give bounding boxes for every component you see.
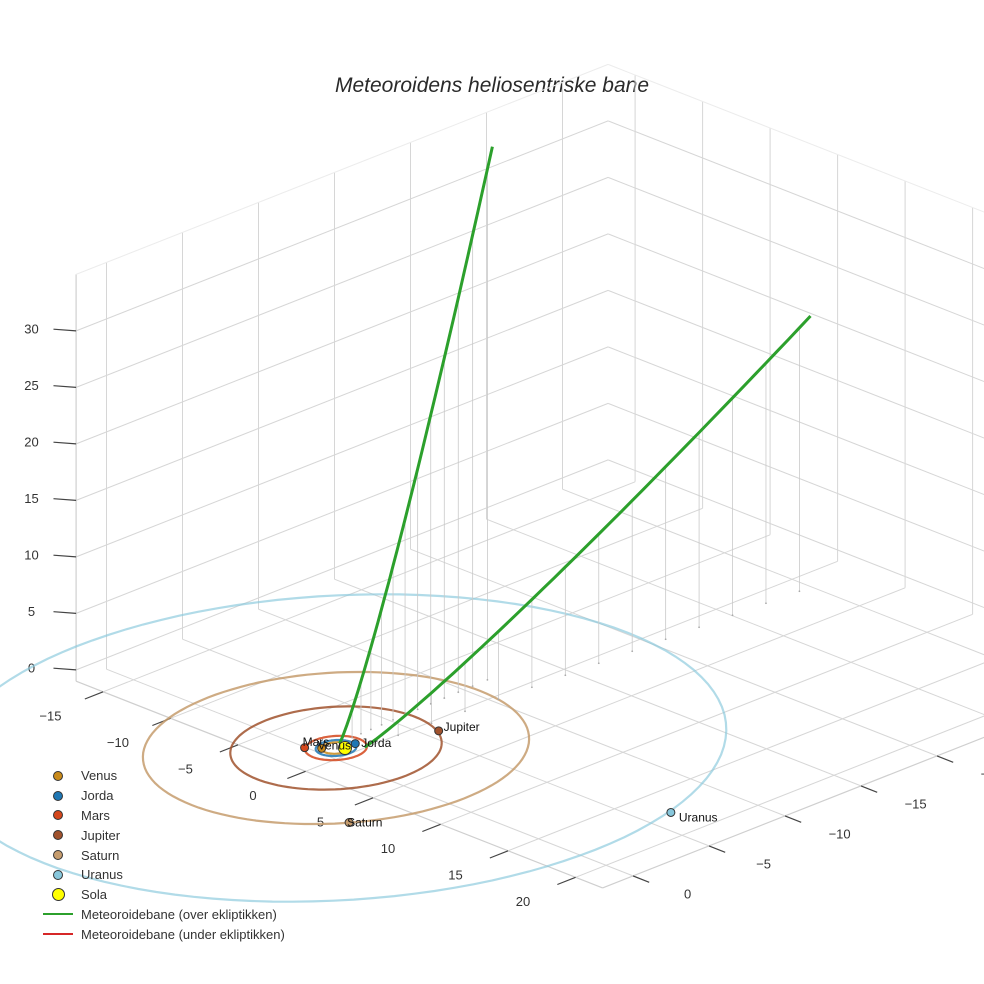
- svg-text:−5: −5: [756, 856, 771, 871]
- svg-text:20: 20: [24, 435, 38, 450]
- legend-item-meteoroidebane-under-ekliptikken[interactable]: Meteoroidebane (under ekliptikken): [36, 924, 285, 944]
- legend-label: Jupiter: [81, 827, 121, 843]
- legend-label: Mars: [81, 807, 110, 823]
- svg-text:−10: −10: [107, 735, 129, 750]
- svg-text:5: 5: [28, 604, 35, 619]
- grid-lines: [75, 63, 984, 889]
- legend-label: Meteoroidebane (under ekliptikken): [81, 926, 285, 942]
- svg-text:15: 15: [448, 867, 462, 882]
- jupiter-label: Jupiter: [444, 720, 480, 734]
- jorda-label: Jorda: [361, 736, 391, 750]
- svg-text:15: 15: [24, 491, 38, 506]
- svg-text:20: 20: [516, 894, 530, 909]
- axis-ticks: −15−10−5051015200−5−10−15−20−25−30051015…: [24, 322, 984, 909]
- legend-label: Uranus: [81, 867, 123, 883]
- mars-marker: [300, 743, 310, 753]
- svg-text:10: 10: [24, 548, 38, 563]
- legend-label: Meteoroidebane (over ekliptikken): [81, 906, 277, 922]
- saturn-label: Saturn: [347, 816, 382, 830]
- legend-item-jorda[interactable]: Jorda: [36, 786, 285, 806]
- sun-marker: [338, 741, 352, 755]
- svg-text:−5: −5: [178, 761, 193, 776]
- legend-marker-icon: [36, 790, 80, 801]
- svg-text:−15: −15: [39, 708, 61, 723]
- legend-marker-icon: [36, 810, 80, 821]
- legend-item-venus[interactable]: Venus: [36, 766, 285, 786]
- legend-label: Jorda: [81, 788, 114, 804]
- legend-item-uranus[interactable]: Uranus: [36, 865, 285, 885]
- legend-line-icon: [36, 913, 80, 916]
- uranus-marker: [666, 807, 676, 817]
- uranus-label: Uranus: [679, 811, 718, 825]
- legend-marker-icon: [36, 888, 80, 902]
- venus-label: Venus: [318, 739, 351, 753]
- svg-text:25: 25: [24, 378, 38, 393]
- legend-item-meteoroidebane-over-ekliptikken[interactable]: Meteoroidebane (over ekliptikken): [36, 905, 285, 925]
- legend-marker-icon: [36, 850, 80, 861]
- legend-item-saturn[interactable]: Saturn: [36, 845, 285, 865]
- legend-label: Venus: [81, 768, 118, 784]
- legend-label: Saturn: [81, 847, 120, 863]
- svg-text:0: 0: [249, 788, 256, 803]
- svg-text:0: 0: [684, 886, 691, 901]
- legend-item-mars[interactable]: Mars: [36, 806, 285, 826]
- jorda-marker: [350, 739, 360, 749]
- legend-line-icon: [36, 933, 80, 936]
- jupiter-marker: [434, 726, 444, 736]
- legend-label: Sola: [81, 887, 108, 903]
- saturn-marker: [344, 818, 354, 828]
- legend-item-jupiter[interactable]: Jupiter: [36, 825, 285, 845]
- legend-item-sola[interactable]: Sola: [36, 885, 285, 905]
- legend-marker-icon: [36, 830, 80, 841]
- svg-text:−10: −10: [829, 826, 851, 841]
- svg-text:10: 10: [381, 841, 395, 856]
- drop-lines: [351, 169, 801, 739]
- svg-text:−15: −15: [905, 796, 927, 811]
- svg-text:5: 5: [317, 814, 324, 829]
- legend: Venus Jorda Mars Jupiter Saturn Uranus Sola Met…: [36, 766, 285, 944]
- meteoroid-trajectory: [338, 146, 812, 749]
- venus-marker: [317, 743, 327, 753]
- svg-text:30: 30: [24, 322, 38, 337]
- svg-text:−20: −20: [981, 766, 984, 781]
- legend-marker-icon: [36, 770, 80, 781]
- legend-marker-icon: [36, 869, 80, 880]
